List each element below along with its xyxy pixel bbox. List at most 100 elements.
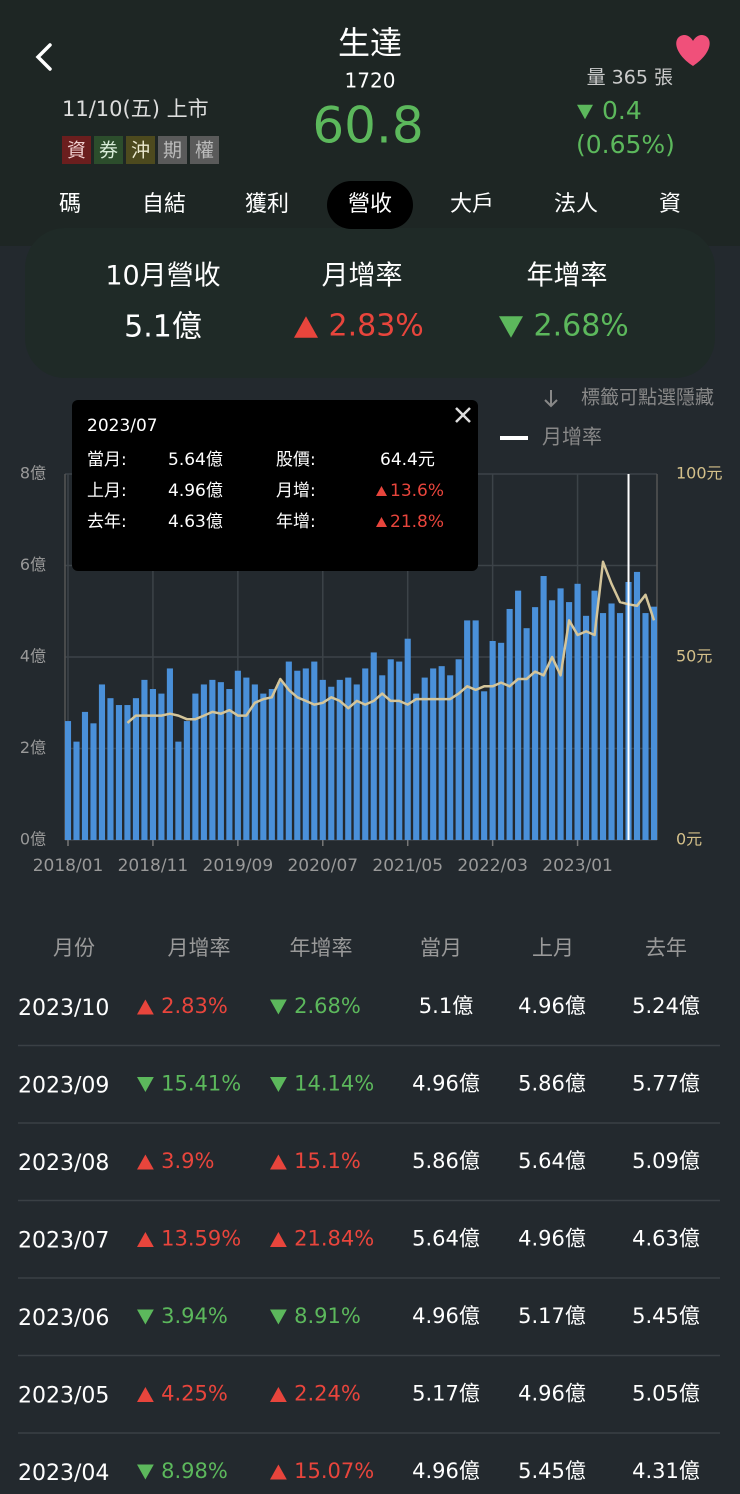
- table-cell: 2.83%: [161, 994, 228, 1018]
- bar: [404, 638, 411, 840]
- tooltip-close[interactable]: [455, 407, 471, 423]
- bar: [540, 576, 547, 840]
- tag-bg: [126, 136, 155, 164]
- summary-value: 2.68%: [534, 309, 629, 344]
- table-cell: 14.14%: [294, 1072, 374, 1096]
- bar: [328, 686, 335, 840]
- bar: [277, 682, 284, 840]
- bar: [481, 691, 488, 840]
- x-tick-label: 2022/03: [457, 856, 528, 876]
- summary-card: [25, 228, 715, 378]
- table-cell: 5.17億: [412, 1382, 480, 1406]
- tag: 資: [67, 140, 86, 162]
- trend-arrow: [270, 999, 287, 1015]
- table-cell: 5.64億: [412, 1227, 480, 1251]
- legend-label[interactable]: 月增率: [542, 425, 602, 449]
- table-header: 月增率: [168, 936, 231, 960]
- tab[interactable]: 大戶: [450, 192, 494, 217]
- bar: [141, 679, 148, 840]
- hint: 標籤可點選隱藏: [581, 387, 714, 409]
- bar: [149, 689, 156, 840]
- bar: [464, 620, 471, 840]
- back-button[interactable]: [35, 43, 52, 71]
- table-cell: 2.68%: [294, 994, 361, 1018]
- bar: [132, 698, 139, 840]
- y-tick-label: 4億: [20, 647, 46, 666]
- bar: [353, 684, 360, 840]
- summary-label: 月增率: [322, 261, 403, 292]
- trend-arrow: [376, 486, 387, 496]
- tooltip-label: 月增:: [276, 481, 316, 501]
- x-tick-label: 2023/01: [542, 856, 613, 876]
- price-change: 0.4: [602, 96, 642, 125]
- tag-bg: [190, 136, 219, 164]
- tab-selected-bg: [327, 181, 413, 229]
- tab[interactable]: 自結: [142, 192, 186, 217]
- tooltip-label: 當月:: [87, 450, 127, 470]
- tag-bg: [62, 136, 91, 164]
- bar: [175, 741, 182, 840]
- table-cell: 2023/09: [18, 1074, 109, 1099]
- y-tick-label: 2億: [20, 738, 46, 757]
- bar: [311, 661, 318, 840]
- table-cell: 4.31億: [632, 1459, 700, 1483]
- bar: [430, 668, 437, 840]
- tooltip-title: 2023/07: [87, 416, 158, 436]
- tag: 期: [163, 140, 182, 162]
- price-line: [126, 560, 656, 724]
- x-tick-label: 2018/01: [33, 856, 104, 876]
- table-cell: 5.05億: [632, 1382, 700, 1406]
- table-header: 去年: [645, 936, 687, 960]
- price-change-pct: (0.65%): [576, 130, 675, 159]
- table-cell: 5.24億: [632, 994, 700, 1018]
- trend-arrow: [270, 1309, 287, 1325]
- bar: [64, 721, 72, 840]
- y-tick-label: 0億: [20, 830, 46, 849]
- bar: [387, 659, 394, 840]
- bar: [98, 684, 106, 840]
- stock-code: 1720: [345, 69, 396, 93]
- tab[interactable]: 獲利: [245, 192, 289, 217]
- tab[interactable]: 碼: [59, 192, 81, 217]
- table-cell: 5.77億: [632, 1072, 700, 1096]
- tooltip-value: 5.64億: [168, 450, 223, 470]
- bar: [506, 608, 513, 840]
- table-cell: 4.96億: [412, 1304, 480, 1328]
- table-cell: 5.17億: [518, 1304, 586, 1328]
- trend-arrow: [137, 1231, 154, 1248]
- trend-arrow: [137, 1309, 154, 1325]
- summary-label: 10月營收: [105, 261, 220, 292]
- table-cell: 2023/07: [18, 1229, 109, 1254]
- tooltip-value: 13.6%: [390, 481, 444, 501]
- summary-value: 5.1億: [124, 310, 202, 345]
- trend-arrow: [294, 316, 318, 338]
- bar: [336, 679, 343, 840]
- trend-arrow: [137, 1076, 154, 1093]
- tab[interactable]: 營收: [348, 192, 392, 217]
- bar: [447, 675, 454, 840]
- table-cell: 4.63億: [632, 1227, 700, 1251]
- bar: [362, 668, 369, 840]
- tab[interactable]: 法人: [554, 192, 598, 217]
- bar: [294, 670, 301, 840]
- tag-bg: [158, 136, 187, 164]
- bar: [370, 652, 377, 840]
- table-cell: 13.59%: [161, 1227, 241, 1251]
- table-cell: 2023/10: [18, 996, 109, 1021]
- trend-arrow: [499, 316, 523, 338]
- table-cell: 2023/05: [18, 1384, 109, 1409]
- bar: [379, 675, 386, 840]
- bar: [396, 661, 403, 840]
- tab[interactable]: 資: [659, 192, 681, 217]
- table-cell: 15.41%: [161, 1072, 241, 1096]
- favorite-heart[interactable]: [676, 35, 710, 66]
- stock-price: 60.8: [312, 97, 423, 155]
- x-tick-label: 2020/07: [287, 856, 358, 876]
- bar: [200, 684, 207, 840]
- table-cell: 4.96億: [518, 994, 586, 1018]
- tooltip-label: 去年:: [87, 512, 127, 532]
- table-cell: 15.1%: [294, 1149, 361, 1173]
- bar: [226, 689, 233, 840]
- bar: [302, 668, 309, 840]
- bar: [566, 602, 573, 840]
